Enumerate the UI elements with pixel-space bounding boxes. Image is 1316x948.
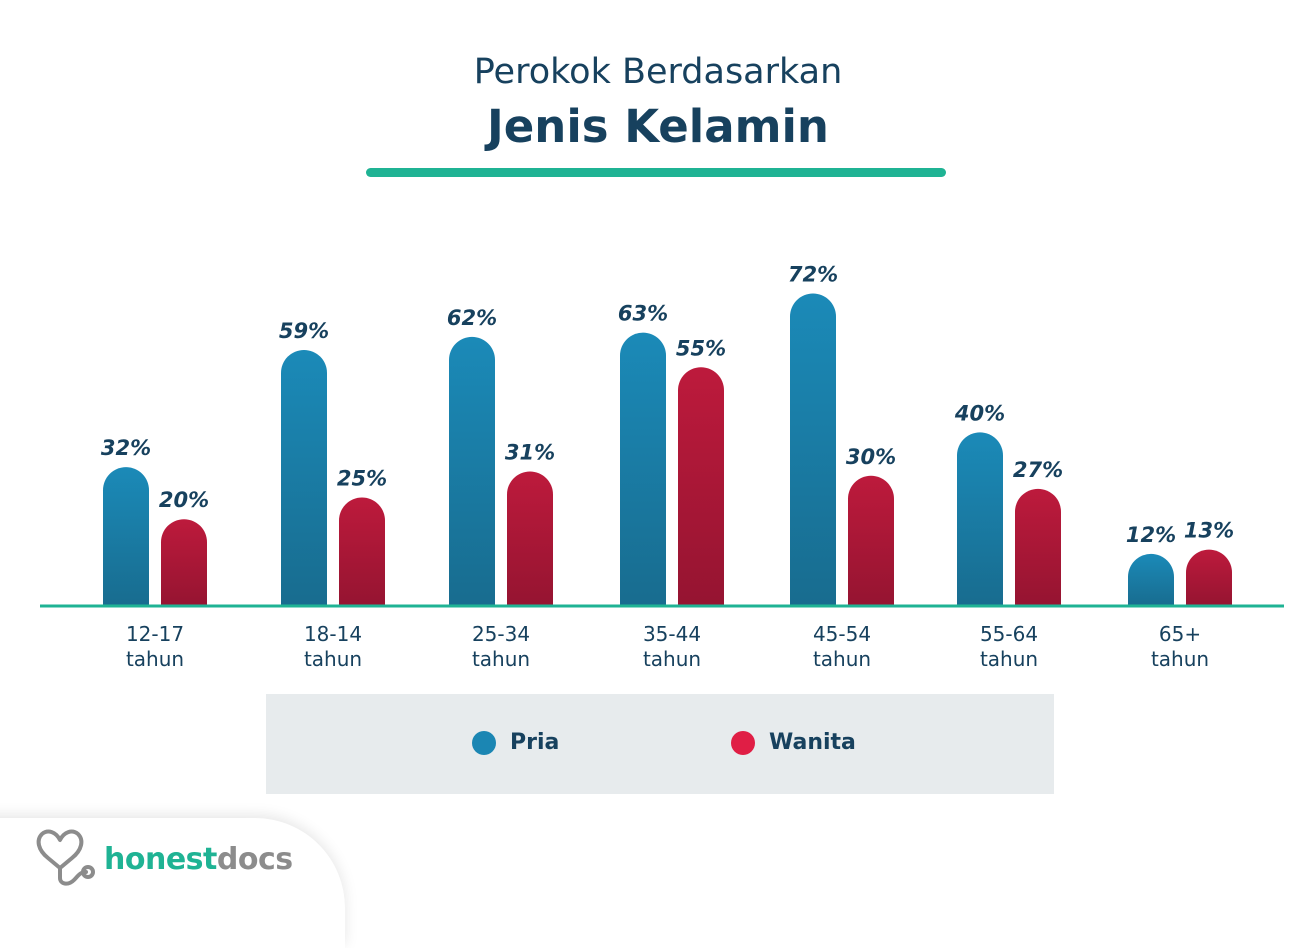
legend-item-pria: Pria xyxy=(472,730,559,755)
data-label-wanita-1: 25% xyxy=(337,467,387,491)
bar-wanita-5 xyxy=(1015,488,1061,606)
bar-pria-2 xyxy=(449,336,496,606)
bar-wanita-1 xyxy=(339,497,385,606)
data-label-pria-4: 72% xyxy=(788,263,838,287)
legend-label-pria: Pria xyxy=(510,730,560,755)
x-tick-unit-5: tahun xyxy=(980,647,1038,671)
labels-layer: 32% 59% 62% 63% 72% 40% 12% 20% 25% 31% 55% 30% 27% 1… xyxy=(101,263,1234,671)
x-tick-label-6: 65+ xyxy=(1159,622,1201,646)
bar-wanita-6 xyxy=(1186,549,1232,606)
title-underline xyxy=(366,168,946,177)
data-label-wanita-5: 27% xyxy=(1013,458,1063,482)
data-label-wanita-6: 13% xyxy=(1184,519,1234,543)
bar-wanita-3 xyxy=(678,367,724,606)
x-tick-label-0: 12-17 xyxy=(126,622,184,646)
data-label-pria-1: 59% xyxy=(279,319,329,343)
data-label-pria-3: 63% xyxy=(618,302,668,326)
bar-wanita-4 xyxy=(848,475,894,606)
chart-title-line1: Perokok Berdasarkan xyxy=(473,52,843,92)
data-label-wanita-0: 20% xyxy=(159,488,209,512)
x-tick-label-4: 45-54 xyxy=(813,622,871,646)
x-tick-label-2: 25-34 xyxy=(472,622,530,646)
bar-wanita-0 xyxy=(161,519,207,606)
bar-pria-6 xyxy=(1128,553,1174,606)
x-tick-label-5: 55-64 xyxy=(980,622,1038,646)
x-tick-unit-3: tahun xyxy=(643,647,701,671)
bar-wanita-2 xyxy=(507,471,553,606)
brand-part-honest: honest xyxy=(104,842,217,877)
bar-pria-5 xyxy=(957,432,1003,606)
data-label-pria-6: 12% xyxy=(1126,523,1176,547)
bar-pria-4 xyxy=(790,293,836,606)
bars-layer xyxy=(103,293,1232,606)
bar-pria-1 xyxy=(281,349,327,606)
x-tick-unit-0: tahun xyxy=(126,647,184,671)
bar-pria-3 xyxy=(620,332,666,606)
data-label-pria-0: 32% xyxy=(101,436,151,460)
stethoscope-heart-icon xyxy=(36,829,95,886)
x-tick-unit-4: tahun xyxy=(813,647,871,671)
legend: Pria Wanita xyxy=(266,694,1054,794)
bar-pria-0 xyxy=(103,467,149,606)
data-label-pria-2: 62% xyxy=(447,306,497,330)
legend-label-wanita: Wanita xyxy=(769,730,856,755)
x-tick-unit-2: tahun xyxy=(472,647,530,671)
legend-item-wanita: Wanita xyxy=(731,730,856,755)
data-label-wanita-2: 31% xyxy=(505,440,555,464)
data-label-pria-5: 40% xyxy=(954,401,1005,425)
x-tick-label-3: 35-44 xyxy=(643,622,701,646)
data-label-wanita-4: 30% xyxy=(846,445,896,469)
legend-dot-wanita xyxy=(731,730,755,755)
legend-dot-pria xyxy=(472,730,496,755)
bar-chart: 32% 59% 62% 63% 72% 40% 12% 20% 25% 31% 55% 30% 27% 1… xyxy=(40,263,1284,671)
x-tick-unit-1: tahun xyxy=(304,647,362,671)
data-label-wanita-3: 55% xyxy=(676,336,726,360)
brand-part-docs: docs xyxy=(216,842,293,877)
x-tick-label-1: 18-14 xyxy=(304,622,362,646)
brand-logo: honestdocs xyxy=(104,842,293,877)
x-tick-unit-6: tahun xyxy=(1151,647,1209,671)
chart-title-line2: Jenis Kelamin xyxy=(487,100,829,153)
